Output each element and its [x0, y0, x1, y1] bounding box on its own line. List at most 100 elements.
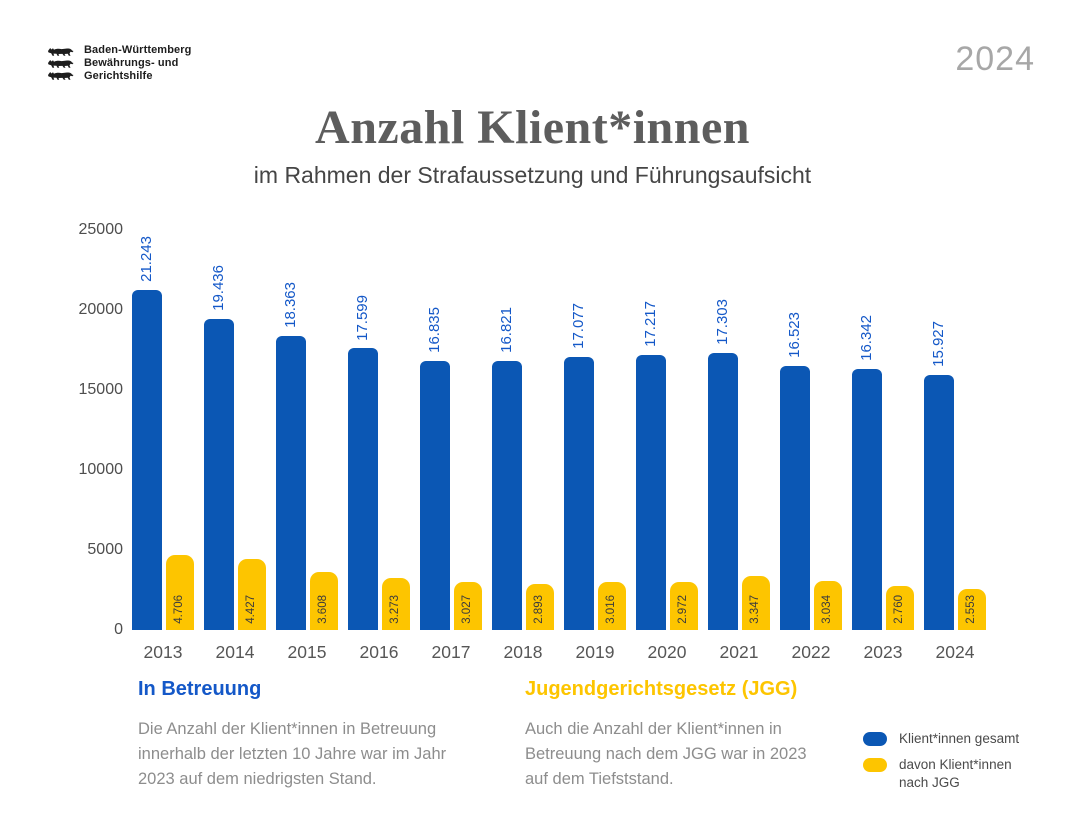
x-axis-year-label: 2013 — [143, 642, 183, 662]
bar-jgg-value: 3.347 — [749, 595, 761, 624]
bar-group: 18.363 3.608 2015 — [276, 230, 338, 662]
bar-total — [780, 365, 810, 630]
bar-jgg-value: 4.427 — [245, 595, 257, 624]
year-label: 2024 — [955, 40, 1035, 78]
bar-total-value: 19.436 — [210, 265, 227, 312]
legend: Klient*innen gesamt davon Klient*innen na… — [863, 730, 1053, 792]
bar-jgg-value: 2.760 — [893, 595, 905, 624]
bar-jgg — [886, 585, 914, 630]
bar-total-value: 16.523 — [786, 311, 803, 358]
bar-total — [852, 368, 882, 630]
x-axis-year-label: 2023 — [863, 642, 903, 662]
bar-total — [708, 353, 738, 630]
bar-jgg — [382, 577, 410, 630]
x-axis-year-label: 2018 — [503, 642, 543, 662]
logo-line: Baden-Württemberg — [84, 44, 192, 56]
bar-jgg — [958, 589, 986, 630]
legend-swatch-icon — [863, 732, 887, 746]
bar-jgg — [166, 554, 194, 630]
x-axis-year-label: 2020 — [647, 642, 687, 662]
x-axis-year-label: 2015 — [287, 642, 327, 662]
bar-jgg — [742, 576, 770, 630]
section-body: Die Anzahl der Klient*innen in Betreuung… — [138, 720, 447, 788]
bar-total — [132, 290, 162, 630]
x-axis-year-label: 2019 — [575, 642, 615, 662]
bar-group: 21.243 4.706 2013 — [132, 230, 194, 662]
bar-group: 15.927 2.553 2024 — [924, 230, 986, 662]
x-axis-year-label: 2024 — [935, 642, 975, 662]
section-heading: Jugendgerichtsgesetz (JGG) — [525, 678, 798, 700]
section-body: Auch die Anzahl der Klient*innen in Betr… — [525, 720, 807, 788]
bar-jgg — [526, 583, 554, 630]
bar-group: 16.835 3.027 2017 — [420, 230, 482, 662]
section-heading: In Betreuung — [138, 678, 262, 700]
page-subtitle: im Rahmen der Strafaussetzung und Führun… — [253, 162, 812, 188]
bar-group: 17.217 2.972 2020 — [636, 230, 698, 662]
bar-jgg-value: 2.972 — [677, 595, 689, 624]
logo-text: Baden-Württemberg Bewährungs- und Gerich… — [84, 44, 191, 83]
bar-total-value: 17.599 — [354, 294, 371, 341]
bar-jgg-value: 3.016 — [605, 595, 617, 624]
bar-jgg-value: 3.273 — [389, 595, 401, 624]
bar-jgg-value: 3.608 — [317, 595, 329, 624]
bar-total — [420, 360, 450, 630]
legend-item: Klient*innen gesamt — [863, 730, 1053, 748]
legend-label: davon Klient*innen nach JGG — [899, 757, 1012, 790]
bar-jgg-value: 2.893 — [533, 595, 545, 624]
bar-chart: 0 5000 10000 15000 20000 25000 21.243 4.706 201… — [75, 221, 1015, 662]
bar-group: 17.077 3.016 2019 — [564, 230, 626, 662]
bar-group: 16.523 3.034 2022 — [780, 230, 842, 662]
logo-line: Gerichtshilfe — [84, 70, 153, 82]
legend-swatch-icon — [863, 758, 887, 772]
bar-total — [924, 375, 954, 630]
bar-group: 16.821 2.893 2018 — [492, 230, 554, 662]
x-axis-year-label: 2016 — [359, 642, 399, 662]
y-axis-tick-label: 0 — [114, 621, 123, 638]
x-axis-year-label: 2017 — [431, 642, 471, 662]
bar-total-value: 17.077 — [570, 302, 587, 349]
plot-area: 21.243 4.706 2013 19.436 4.427 2014 18.363 3.60… — [132, 230, 1002, 662]
logo-line: Bewährungs- und — [84, 57, 179, 69]
x-axis-year-label: 2022 — [791, 642, 831, 662]
bar-jgg — [310, 572, 338, 630]
bar-total-value: 17.303 — [714, 299, 731, 346]
y-axis-tick-label: 10000 — [78, 461, 124, 478]
x-axis-year-label: 2021 — [719, 642, 759, 662]
section-in-betreuung: In Betreuung Die Anzahl der Klient*innen… — [138, 678, 458, 792]
x-axis-year-label: 2014 — [215, 642, 255, 662]
three-lions-crest-icon — [45, 47, 75, 81]
bar-jgg-value: 2.553 — [965, 595, 977, 624]
header-logo: Baden-Württemberg Bewährungs- und Gerich… — [45, 44, 191, 83]
y-axis-tick-label: 20000 — [78, 301, 124, 318]
bar-total-value: 21.243 — [138, 236, 155, 283]
bar-jgg — [454, 581, 482, 630]
bar-total — [564, 356, 594, 630]
bar-total-value: 16.835 — [426, 306, 443, 353]
bar-jgg — [238, 559, 266, 630]
bar-total-value: 16.821 — [498, 306, 515, 353]
bar-group: 16.342 2.760 2023 — [852, 230, 914, 662]
bar-group: 17.599 3.273 2016 — [348, 230, 410, 662]
bar-total — [348, 348, 378, 630]
bar-total — [492, 360, 522, 630]
bar-total — [276, 336, 306, 630]
bar-jgg — [598, 581, 626, 630]
bar-total-value: 17.217 — [642, 300, 659, 347]
y-axis-tick-label: 5000 — [87, 541, 123, 558]
bar-jgg-value: 3.034 — [821, 595, 833, 624]
bar-jgg — [814, 581, 842, 630]
legend-item: davon Klient*innen nach JGG — [863, 756, 1053, 792]
bar-jgg-value: 3.027 — [461, 595, 473, 624]
bar-total-value: 16.342 — [858, 314, 875, 361]
bar-group: 19.436 4.427 2014 — [204, 230, 266, 662]
bar-group: 17.303 3.347 2021 — [708, 230, 770, 662]
section-jgg: Jugendgerichtsgesetz (JGG) Auch die Anza… — [525, 678, 825, 792]
bar-jgg-value: 4.706 — [173, 595, 185, 624]
page-title: Anzahl Klient*innen — [315, 101, 750, 154]
legend-label: Klient*innen gesamt — [899, 731, 1020, 746]
bar-total — [636, 354, 666, 630]
bar-jgg — [670, 582, 698, 630]
bar-total-value: 15.927 — [930, 321, 947, 368]
y-axis-tick-label: 25000 — [78, 221, 124, 238]
